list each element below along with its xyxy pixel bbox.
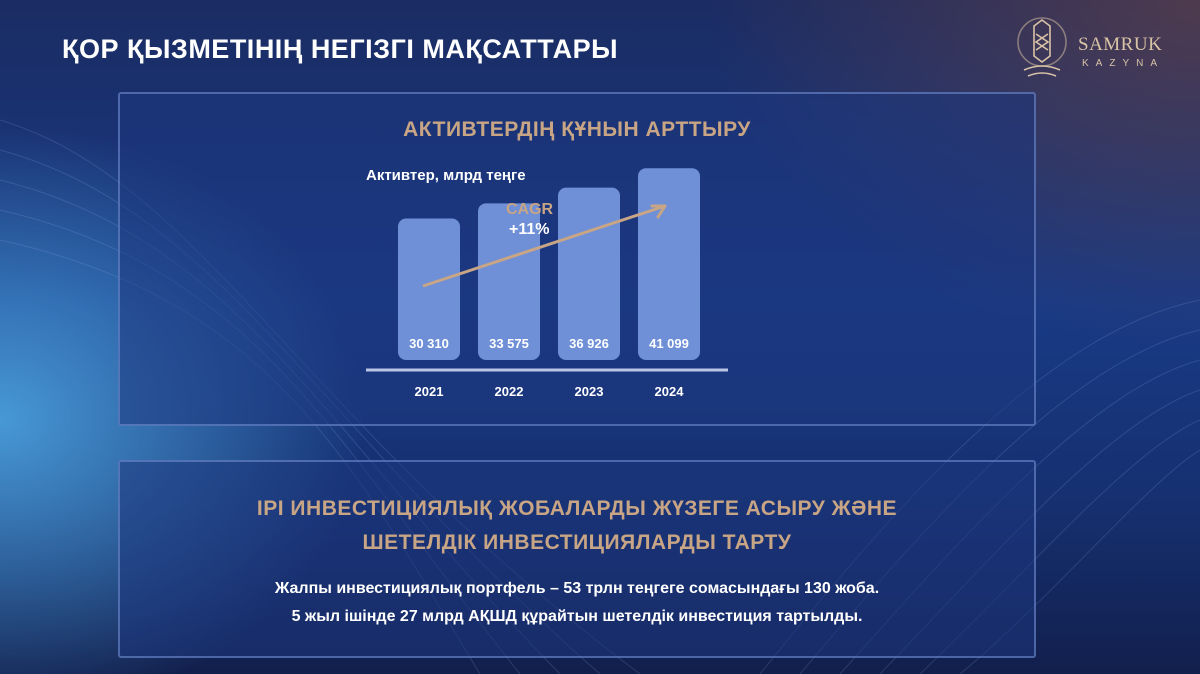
foreign-investment-text: 5 жыл ішінде 27 млрд АҚШД құрайтын шетел…	[291, 608, 863, 625]
cagr-value: +11%	[509, 221, 550, 238]
bar-value-label: 30 310	[409, 336, 449, 351]
assets-heading: АКТИВТЕРДІҢ ҚҰНЫН АРТТЫРУ	[403, 118, 751, 141]
bar-2023	[558, 187, 620, 360]
investment-heading: ІРІ ИНВЕСТИЦИЯЛЫҚ ЖОБАЛАРДЫ ЖҮЗЕГЕ АСЫРУ…	[120, 492, 1034, 560]
category-label: 2022	[495, 384, 524, 399]
portfolio-text: Жалпы инвестициялық портфель – 53 трлн т…	[274, 580, 880, 597]
samruk-kazyna-logo: SAMRUK KAZYNA	[1012, 12, 1192, 84]
page-title: ҚОР ҚЫЗМЕТІНІҢ НЕГІЗГІ МАҚСАТТАРЫ	[62, 34, 619, 64]
logo-subtitle: KAZYNA	[1082, 58, 1165, 69]
chart-title: Активтер, млрд теңге	[366, 167, 526, 184]
investment-panel: ІРІ ИНВЕСТИЦИЯЛЫҚ ЖОБАЛАРДЫ ЖҮЗЕГЕ АСЫРУ…	[118, 460, 1036, 658]
cagr-label: CAGR	[506, 201, 554, 218]
cagr-arrow-line	[422, 204, 666, 288]
bar-value-label: 33 575	[489, 336, 529, 351]
bar-2022	[478, 203, 540, 360]
logo-name: SAMRUK	[1078, 34, 1163, 55]
category-label: 2024	[655, 384, 685, 399]
category-label: 2021	[415, 384, 444, 399]
samruk-emblem-icon	[1017, 17, 1067, 77]
bar-value-label: 41 099	[649, 336, 689, 351]
assets-panel: АКТИВТЕРДІҢ ҚҰНЫН АРТТЫРУ Активтер, млрд…	[118, 92, 1036, 426]
investment-heading-line-2: ШЕТЕЛДІК ИНВЕСТИЦИЯЛАРДЫ ТАРТУ	[362, 531, 792, 554]
cagr-arrow-head-icon	[650, 204, 667, 219]
assets-bar-chart: 30 310 2021 33 575 2022 36 926 2023 41 099 2024	[366, 168, 728, 399]
bar-2024	[638, 168, 700, 360]
bar-2021	[398, 218, 460, 360]
bar-value-label: 36 926	[569, 336, 609, 351]
category-label: 2023	[575, 384, 604, 399]
investment-heading-line-1: ІРІ ИНВЕСТИЦИЯЛЫҚ ЖОБАЛАРДЫ ЖҮЗЕГЕ АСЫРУ…	[256, 497, 898, 520]
